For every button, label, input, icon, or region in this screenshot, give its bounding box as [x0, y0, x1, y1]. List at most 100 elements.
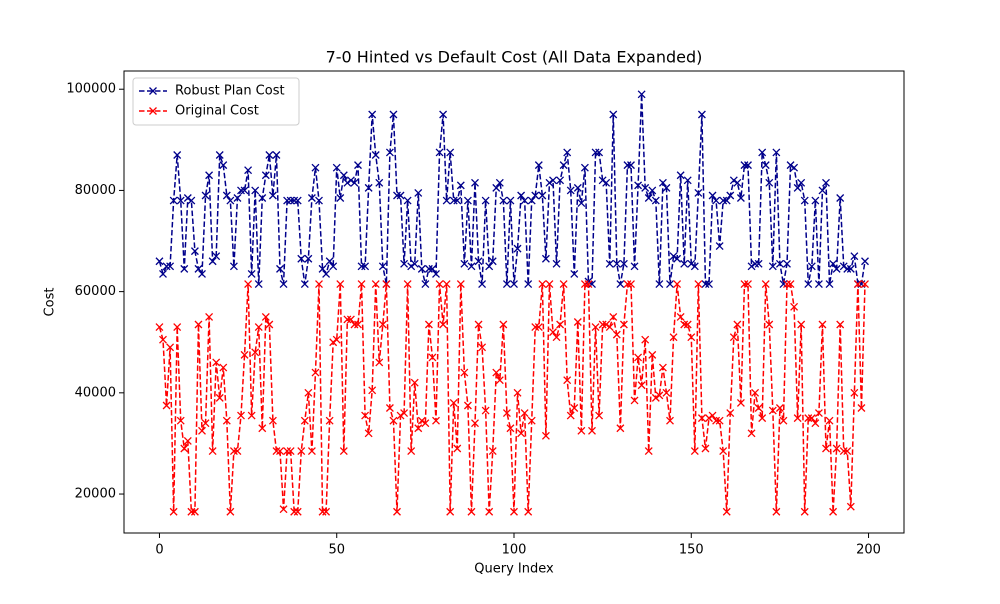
point-marker: [272, 447, 281, 455]
point-marker: [215, 151, 224, 159]
point-marker: [403, 280, 412, 288]
point-marker: [510, 280, 518, 288]
point-marker: [662, 183, 671, 192]
point-marker: [155, 323, 164, 332]
point-marker: [350, 320, 359, 329]
point-marker: [286, 447, 295, 455]
point-marker: [701, 280, 710, 288]
point-marker: [375, 178, 384, 187]
point-marker: [527, 416, 536, 425]
point-marker: [453, 444, 462, 453]
point-marker: [641, 183, 650, 192]
point-marker: [531, 191, 540, 200]
point-marker: [570, 404, 579, 412]
point-marker: [237, 411, 245, 420]
point-marker: [176, 196, 185, 205]
point-marker: [322, 507, 331, 516]
point-marker: [371, 151, 380, 159]
point-marker: [208, 447, 217, 455]
point-marker: [446, 507, 455, 516]
point-marker: [595, 411, 604, 420]
point-marker: [637, 90, 646, 99]
point-marker: [293, 196, 302, 205]
point-marker: [800, 507, 809, 516]
point-marker: [549, 328, 557, 337]
point-marker: [662, 388, 671, 397]
point-marker: [708, 191, 717, 200]
point-marker: [655, 280, 664, 288]
point-marker: [861, 280, 869, 288]
point-marker: [524, 507, 533, 516]
point-marker: [350, 178, 359, 187]
point-marker: [775, 259, 784, 268]
point-marker: [832, 444, 841, 453]
point-marker: [556, 176, 565, 185]
point-marker: [290, 507, 299, 516]
point-marker: [361, 411, 370, 420]
point-marker: [740, 161, 749, 170]
point-marker: [339, 171, 348, 180]
point-marker: [478, 280, 487, 288]
point-marker: [822, 444, 830, 453]
point-marker: [506, 196, 515, 205]
point-marker: [712, 416, 721, 425]
point-marker: [722, 507, 731, 516]
point-marker: [198, 269, 206, 278]
point-marker: [733, 178, 742, 187]
point-marker: [510, 507, 518, 516]
point-marker: [474, 257, 483, 266]
point-marker: [283, 196, 292, 205]
point-marker: [176, 416, 185, 425]
point-marker: [687, 333, 696, 342]
point-marker: [389, 416, 398, 425]
point-marker: [786, 161, 795, 170]
point-marker: [616, 280, 625, 288]
point-marker: [332, 163, 341, 172]
point-marker: [680, 320, 689, 329]
point-marker: [701, 444, 710, 453]
point-marker: [612, 330, 621, 339]
x-tick-label: 50: [328, 543, 345, 558]
point-marker: [616, 424, 625, 433]
point-marker: [520, 196, 529, 205]
point-marker: [286, 196, 295, 205]
point-marker: [336, 280, 345, 288]
point-marker: [449, 196, 458, 205]
point-marker: [456, 280, 465, 288]
point-marker: [719, 447, 728, 455]
point-marker: [846, 502, 855, 511]
point-marker: [744, 161, 752, 170]
point-marker: [251, 348, 260, 357]
point-marker: [733, 320, 742, 329]
point-marker: [393, 507, 401, 516]
point-marker: [254, 280, 263, 288]
point-marker: [683, 320, 692, 329]
point-marker: [605, 259, 614, 268]
point-marker: [201, 419, 210, 428]
point-marker: [772, 507, 781, 516]
point-marker: [357, 280, 366, 288]
point-marker: [162, 262, 171, 271]
point-marker: [779, 416, 788, 425]
point-marker: [453, 196, 462, 205]
point-marker: [832, 264, 841, 273]
point-marker: [793, 183, 802, 192]
point-marker: [407, 447, 416, 455]
point-marker: [853, 280, 862, 288]
point-marker: [765, 178, 774, 187]
point-marker: [268, 416, 277, 425]
point-marker: [166, 262, 175, 271]
point-marker: [499, 196, 508, 205]
point-marker: [244, 166, 253, 175]
point-marker: [857, 404, 866, 412]
point-marker: [276, 264, 284, 273]
point-marker: [715, 242, 724, 251]
point-marker: [790, 163, 799, 172]
point-marker: [843, 447, 852, 455]
point-marker: [159, 335, 167, 344]
point-marker: [534, 161, 543, 170]
point-marker: [311, 163, 320, 172]
point-marker: [673, 280, 682, 288]
point-marker: [463, 401, 472, 410]
point-marker: [261, 171, 270, 180]
